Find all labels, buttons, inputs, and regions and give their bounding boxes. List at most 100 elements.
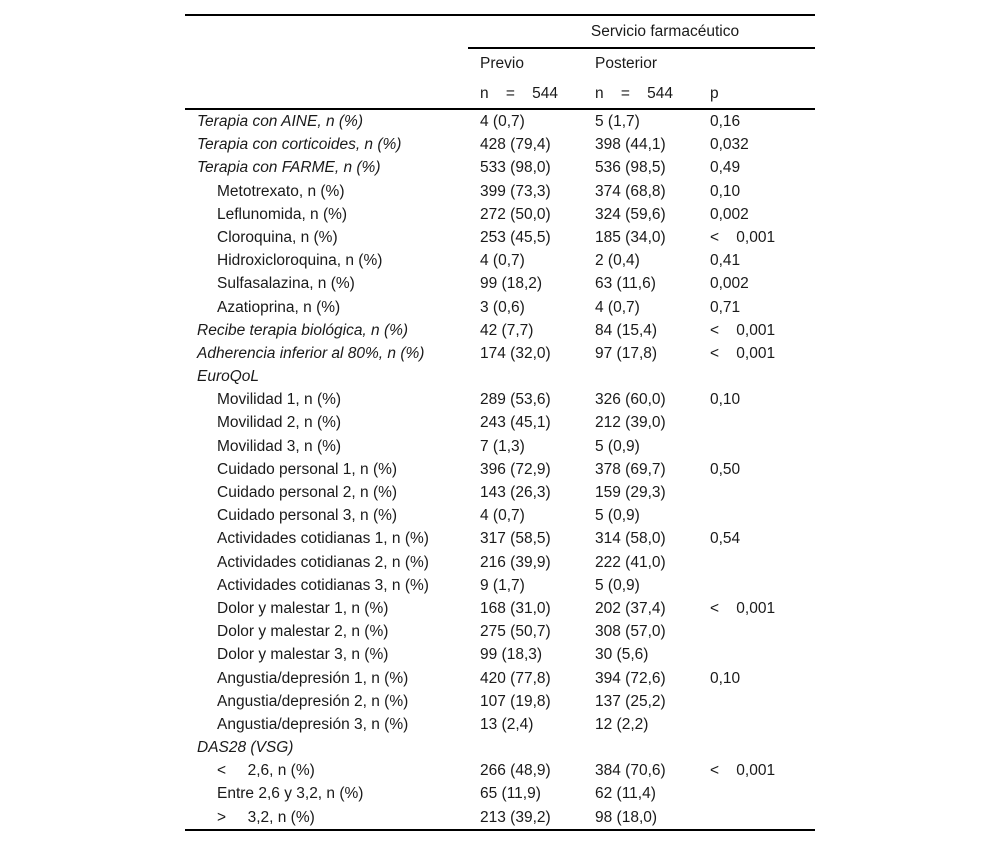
- value-previo: 213 (39,2): [480, 808, 551, 826]
- table-row: Actividades cotidianas 2, n (%) 216 (39,9…: [185, 551, 815, 574]
- row-label: Movilidad 1, n (%): [217, 391, 342, 409]
- row-label: Adherencia inferior al 80%, n (%): [197, 344, 425, 362]
- value-previo: 216 (39,9): [480, 553, 551, 571]
- value-p: [710, 620, 815, 643]
- value-posterior: 97 (17,8): [595, 344, 658, 362]
- value-posterior: 378 (69,7): [595, 460, 666, 478]
- value-posterior: 5 (1,7): [595, 113, 640, 130]
- table-header-groups-row: Previo Posterior: [185, 49, 815, 79]
- row-label: Hidroxicloroquina, n (%): [217, 252, 383, 270]
- table-body: Terapia con AINE, n (%) 4 (0,7) 5 (1,7) 0,1…: [185, 110, 815, 829]
- value-p: 0,50: [710, 460, 741, 478]
- value-posterior: 185 (34,0): [595, 228, 666, 246]
- value-posterior: 326 (60,0): [595, 391, 666, 409]
- results-table: Servicio farmacéutico Previo Posterior n…: [185, 14, 815, 831]
- value-p: 0,002: [710, 205, 749, 223]
- value-posterior: 5 (0,9): [595, 576, 640, 594]
- value-p: < 0,001: [710, 228, 776, 246]
- sample-size-posterior: n = 544: [595, 85, 673, 102]
- value-posterior: 394 (72,6): [595, 669, 666, 687]
- value-previo: 65 (11,9): [480, 785, 541, 803]
- row-label: Cuidado personal 1, n (%): [217, 460, 398, 478]
- value-previo: 396 (72,9): [480, 460, 551, 478]
- row-label: Azatioprina, n (%): [217, 298, 341, 316]
- value-previo: 7 (1,3): [480, 437, 525, 455]
- row-label: Angustia/depresión 3, n (%): [217, 715, 409, 733]
- row-label: Dolor y malestar 2, n (%): [217, 623, 389, 641]
- value-p: 0,10: [710, 182, 741, 200]
- table-row: > 3,2, n (%) 213 (39,2) 98 (18,0): [185, 806, 815, 829]
- row-label: Actividades cotidianas 2, n (%): [217, 553, 429, 571]
- value-p: < 0,001: [710, 321, 776, 339]
- table-row: Movilidad 3, n (%) 7 (1,3) 5 (0,9): [185, 435, 815, 458]
- table-row: Adherencia inferior al 80%, n (%) 174 (32…: [185, 342, 815, 365]
- value-previo: 253 (45,5): [480, 228, 551, 246]
- value-previo: 42 (7,7): [480, 321, 534, 339]
- value-p: 0,002: [710, 275, 749, 293]
- row-label: Movilidad 2, n (%): [217, 414, 342, 432]
- spanner-rule: [468, 47, 815, 49]
- value-posterior: 398 (44,1): [595, 136, 666, 154]
- table-row: Cuidado personal 1, n (%) 396 (72,9) 378 (…: [185, 458, 815, 481]
- value-previo: 399 (73,3): [480, 182, 551, 200]
- table-row: Azatioprina, n (%) 3 (0,6) 4 (0,7) 0,71: [185, 296, 815, 319]
- value-previo: 533 (98,0): [480, 159, 551, 177]
- value-p: 0,10: [710, 391, 741, 409]
- column-header-posterior: Posterior: [595, 55, 658, 72]
- table-row: DAS28 (VSG): [185, 736, 815, 759]
- value-p: 0,54: [710, 530, 741, 548]
- row-label: Actividades cotidianas 1, n (%): [217, 530, 429, 548]
- value-previo: 9 (1,7): [480, 576, 525, 594]
- value-previo: 107 (19,8): [480, 692, 551, 710]
- row-label: Angustia/depresión 2, n (%): [217, 692, 409, 710]
- value-previo: 272 (50,0): [480, 205, 551, 223]
- value-posterior: 84 (15,4): [595, 321, 658, 339]
- table-row: Actividades cotidianas 3, n (%) 9 (1,7) 5 …: [185, 574, 815, 597]
- value-posterior: 63 (11,6): [595, 275, 656, 293]
- row-label: < 2,6, n (%): [217, 762, 315, 780]
- table-row: Leflunomida, n (%) 272 (50,0) 324 (59,6) 0,…: [185, 203, 815, 226]
- table-header-spanner-row: Servicio farmacéutico: [185, 16, 815, 47]
- row-label: Angustia/depresión 1, n (%): [217, 669, 409, 687]
- value-previo: 275 (50,7): [480, 623, 551, 641]
- value-posterior: [595, 736, 710, 759]
- value-previo: 3 (0,6): [480, 298, 525, 316]
- sample-size-previo: n = 544: [480, 85, 558, 102]
- value-previo: 4 (0,7): [480, 507, 525, 525]
- value-posterior: 374 (68,8): [595, 182, 666, 200]
- value-posterior: 5 (0,9): [595, 437, 640, 455]
- value-previo: 289 (53,6): [480, 391, 551, 409]
- value-p: < 0,001: [710, 344, 776, 362]
- value-p: [710, 806, 815, 829]
- table-row: Movilidad 2, n (%) 243 (45,1) 212 (39,0): [185, 411, 815, 434]
- value-p: 0,71: [710, 298, 741, 316]
- value-posterior: 536 (98,5): [595, 159, 666, 177]
- row-label: EuroQoL: [197, 368, 260, 386]
- row-label: Terapia con AINE, n (%): [197, 113, 363, 130]
- value-posterior: 314 (58,0): [595, 530, 666, 548]
- value-posterior: 4 (0,7): [595, 298, 640, 316]
- table-bottom-rule: [185, 828, 815, 831]
- value-posterior: 222 (41,0): [595, 553, 666, 571]
- value-previo: 99 (18,2): [480, 275, 543, 293]
- value-p: [710, 365, 815, 388]
- value-previo: 428 (79,4): [480, 136, 551, 154]
- row-label: Cuidado personal 2, n (%): [217, 484, 398, 501]
- table-row: Terapia con corticoides, n (%) 428 (79,4)…: [185, 133, 815, 156]
- spanner-title: Servicio farmacéutico: [590, 23, 740, 40]
- value-previo: 13 (2,4): [480, 715, 534, 733]
- value-p: [710, 713, 815, 736]
- table-row: Sulfasalazina, n (%) 99 (18,2) 63 (11,6) 0,…: [185, 272, 815, 295]
- value-p: 0,41: [710, 252, 741, 270]
- table-row: Dolor y malestar 1, n (%) 168 (31,0) 202 (…: [185, 597, 815, 620]
- value-previo: 174 (32,0): [480, 344, 551, 362]
- value-p: < 0,001: [710, 762, 776, 780]
- value-p: [710, 736, 815, 759]
- row-label: Terapia con FARME, n (%): [197, 159, 381, 177]
- row-label: Cloroquina, n (%): [217, 228, 338, 246]
- table-row: Entre 2,6 y 3,2, n (%) 65 (11,9) 62 (11,4): [185, 782, 815, 805]
- value-posterior: 137 (25,2): [595, 692, 666, 710]
- table-row: Metotrexato, n (%) 399 (73,3) 374 (68,8) 0,…: [185, 180, 815, 203]
- table-row: Dolor y malestar 2, n (%) 275 (50,7) 308 (…: [185, 620, 815, 643]
